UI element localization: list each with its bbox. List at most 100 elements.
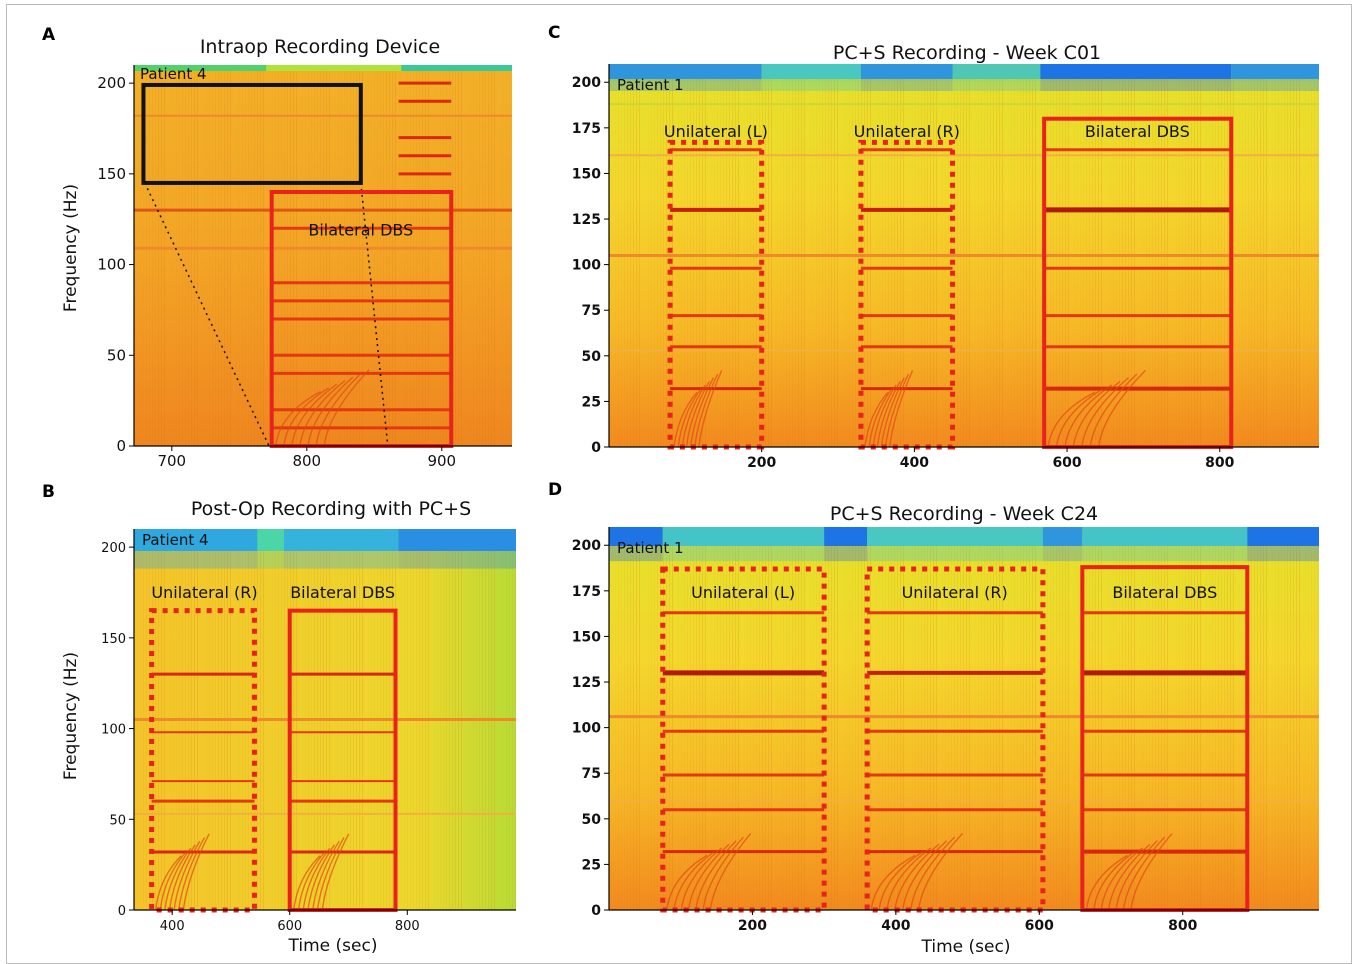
panel-c-box-label: Unilateral (L) [664,122,768,141]
panel-a-texture-streak [263,65,264,446]
panel-a-texture-streak [302,65,303,446]
panel-a-ytick-label: 150 [97,165,126,183]
panel-a-texture-streak [212,65,213,446]
panel-a-zoom-guide [144,182,270,447]
panel-d-texture-streak [705,527,706,910]
panel-a-texture-streak [350,65,351,446]
panel-c-xtick-label: 200 [747,455,776,471]
panel-c-onset-curve [681,384,706,448]
panel-c-top-band-fade [860,79,953,91]
panel-d-top-band-fade [662,546,825,562]
panel-d-xlabel: Time (sec) [921,937,1011,957]
panel-a-texture-streak [176,65,177,446]
panel-d-texture-streak [903,527,904,910]
panel-a-texture-streak [410,65,411,446]
panel-c-xtick-label: 400 [900,455,929,471]
panel-d-texture-streak [1092,527,1093,910]
panel-a-texture-streak [425,65,426,446]
panel-a-texture-streak [305,65,306,446]
panel-a-texture-streak [248,65,249,446]
panel-d-top-band-fade [824,546,868,562]
panel-letter-a: A [42,25,56,45]
panel-a-texture-streak [470,65,471,446]
panel-d-onset-curve [878,851,924,911]
panel-a-texture-streak [413,65,414,446]
panel-d-top-band [1042,527,1083,546]
panel-a-texture-streak [197,65,198,446]
panel-d-texture-streak [729,527,730,910]
panel-c-onset-curve [673,391,698,448]
panel-d-texture-streak [1002,527,1003,910]
panel-c-onset-curve [876,380,901,448]
panel-a-texture-streak [257,65,258,446]
panel-a-texture-streak [140,65,141,446]
panel-a-onset-curve [323,369,370,447]
panel-b-ytick-label: 100 [101,723,126,738]
panel-d-texture-streak [933,527,934,910]
panel-c-top-band-fade [761,79,861,91]
panel-d-texture-streak [1311,527,1312,910]
panel-a-top-band [401,65,512,71]
panel-a-texture-streak [407,65,408,446]
panel-a-texture-streak [203,65,204,446]
panel-a-texture-streak [278,65,279,446]
panel-a-patient-label: Patient 4 [140,65,207,83]
panel-a-ytick-label: 50 [107,346,126,364]
panel-a-texture-streak [158,65,159,446]
panel-d-top-band [824,527,868,546]
panel-a-texture-streak [437,65,438,446]
panel-d-texture-streak [1230,527,1231,910]
panel-a-texture-streak [500,65,501,446]
panel-d-texture-streak [882,527,883,910]
panel-d-texture-streak [1017,527,1018,910]
panel-d-texture-streak [1029,527,1030,910]
panel-c-top-band [1040,64,1232,79]
panel-d-texture-streak [654,527,655,910]
panel-b-ytick-label: 200 [101,541,126,556]
panel-d-onset-curve [666,854,708,911]
panel-a-texture-streak [326,65,327,446]
panel-c-onset-curve [1097,369,1146,448]
panel-a-texture-streak [317,65,318,446]
panel-b-xtick-label: 800 [395,919,420,934]
panel-d-texture-streak [684,527,685,910]
panel-b-xtick-label: 600 [277,919,302,934]
panel-a-texture-streak [284,65,285,446]
panel-d-texture-streak [891,527,892,910]
panel-c-onset-curve [864,391,889,448]
panel-d-texture-streak [732,527,733,910]
panel-b-onset-curve [293,855,321,911]
panel-d-texture-streak [1188,527,1189,910]
panel-a-texture-streak [455,65,456,446]
panel-d-texture-streak [1212,527,1213,910]
panel-a-onset-curve [307,376,354,447]
panel-d-onset-curve [870,854,916,911]
panel-a-xtick-label: 700 [157,452,186,470]
panel-d-onset-curve [709,832,752,911]
panel-d-texture-streak [1260,527,1261,910]
panel-d-texture-streak [627,527,628,910]
panel-d-onset-curve [1115,840,1158,911]
panel-b-patient-label: Patient 4 [142,531,209,549]
panel-d-texture-streak [648,527,649,910]
panel-d-texture-streak [1098,527,1099,910]
panel-d-texture-streak [1191,527,1192,910]
panel-d-texture-streak [750,527,751,910]
panel-d-top-band-fade [609,546,663,562]
panel-a-texture-streak [194,65,195,446]
panel-a-texture-streak [155,65,156,446]
panel-c-ytick-label: 25 [582,394,601,410]
panel-a-texture-streak [443,65,444,446]
panel-d-texture-streak [852,527,853,910]
panel-c-onset-curve [1055,388,1104,448]
panel-c-onset-curve [1081,377,1130,448]
panel-b-onset-curve [159,851,187,911]
panel-d-texture-streak [798,527,799,910]
panel-b-top-band [283,529,399,551]
panel-d-onset-curve [1100,847,1143,911]
panel-d-texture-streak [1185,527,1186,910]
panel-a-texture-streak [149,65,150,446]
panel-d-texture-streak [693,527,694,910]
panel-d-texture-streak [993,527,994,910]
panel-d-texture-streak [786,527,787,910]
